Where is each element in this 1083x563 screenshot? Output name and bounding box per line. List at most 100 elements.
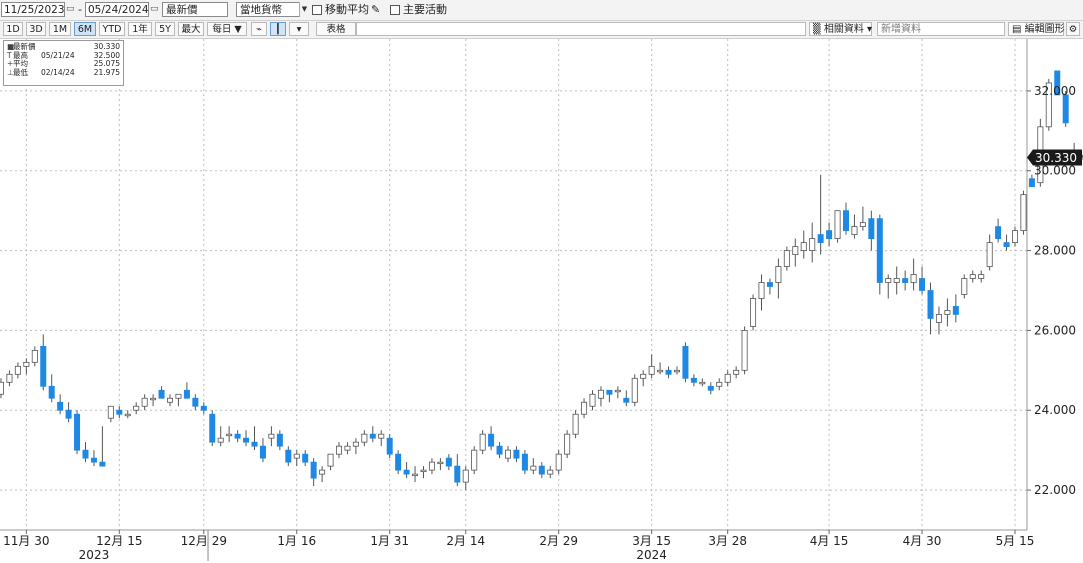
- calendar-icon[interactable]: ▭: [150, 4, 159, 14]
- x-tick-label: 4月 15: [810, 534, 849, 548]
- candle-body: [724, 373, 731, 383]
- calendar-icon[interactable]: ▭: [66, 4, 75, 14]
- candle: [699, 378, 706, 387]
- candle-body: [969, 274, 976, 279]
- line-chart-icon[interactable]: ⌁: [251, 22, 267, 36]
- candle-body: [217, 437, 224, 443]
- gear-icon[interactable]: ⚙: [1066, 22, 1080, 36]
- candle: [166, 394, 173, 407]
- table-button[interactable]: 表格: [316, 22, 356, 36]
- candle: [454, 454, 461, 487]
- candle: [758, 274, 765, 311]
- candle-body: [504, 449, 511, 459]
- range-button-ytd[interactable]: YTD: [99, 22, 125, 36]
- candle-body: [690, 377, 697, 383]
- candle-body: [361, 433, 368, 443]
- events-label: 主要活動: [403, 3, 447, 16]
- candle: [293, 450, 300, 467]
- candle: [74, 410, 81, 455]
- candle-body: [344, 445, 351, 451]
- related-data-dropdown[interactable]: ▒ 相關資料 ▾: [809, 22, 872, 36]
- candle: [158, 386, 165, 399]
- range-button-1m[interactable]: 1M: [49, 22, 71, 36]
- add-data-input[interactable]: 新增資料: [877, 22, 1005, 36]
- range-button-5y[interactable]: 5Y: [155, 22, 175, 36]
- candle-body: [462, 469, 469, 483]
- chevron-down-icon[interactable]: ▼: [299, 2, 309, 17]
- last-price-tag-shape: [1027, 149, 1082, 166]
- candle-body: [775, 266, 782, 283]
- candle-body: [23, 361, 30, 367]
- candle-body: [259, 445, 266, 459]
- candle: [243, 430, 250, 447]
- candle: [631, 374, 638, 407]
- candle-body: [454, 465, 461, 483]
- candle: [344, 442, 351, 455]
- legend-row-average: + 平均 25.075: [7, 60, 120, 69]
- candle-body: [952, 306, 959, 315]
- candle: [335, 442, 342, 459]
- candle: [572, 410, 579, 439]
- candle: [902, 270, 909, 291]
- x-year-label: 2023: [79, 548, 110, 562]
- edit-chart-button[interactable]: ▤ 編輯圖形: [1008, 22, 1065, 36]
- pencil-icon[interactable]: ✎: [371, 3, 381, 16]
- candle-body: [82, 449, 89, 459]
- x-year-label: 2024: [636, 548, 667, 562]
- price-type-dropdown[interactable]: 最新價: [162, 2, 228, 17]
- currency-dropdown[interactable]: 當地貨幣: [236, 2, 300, 17]
- candle-body: [902, 278, 909, 283]
- y-tick-label: 24.000: [1034, 403, 1076, 417]
- range-button-1y[interactable]: 1年: [128, 22, 152, 36]
- chart-type-dropdown-icon[interactable]: ▾: [289, 22, 309, 36]
- candle-body: [319, 469, 326, 475]
- candle: [496, 442, 503, 459]
- legend-low-date: 02/14/24: [41, 67, 75, 77]
- events-checkbox[interactable]: [390, 5, 400, 15]
- candle: [386, 434, 393, 459]
- candle-body: [538, 465, 545, 475]
- edit-chart-label: 編輯圖形: [1024, 24, 1065, 35]
- legend-average-name: 平均: [13, 59, 28, 69]
- candle: [82, 442, 89, 463]
- range-button-6m[interactable]: 6M: [74, 22, 96, 36]
- range-button-3d[interactable]: 3D: [26, 22, 46, 36]
- candle-body: [1020, 194, 1027, 232]
- candle-body: [614, 389, 621, 393]
- end-date-input[interactable]: 05/24/2024: [85, 2, 149, 17]
- candle: [504, 446, 511, 463]
- range-button-1d[interactable]: 1D: [3, 22, 23, 36]
- candlestick-icon[interactable]: ┃: [270, 22, 286, 36]
- candle-body: [817, 234, 824, 243]
- candle: [150, 394, 157, 407]
- candle: [640, 370, 647, 387]
- candle: [395, 450, 402, 475]
- frequency-dropdown[interactable]: 每日 ▼: [207, 22, 247, 36]
- candle: [944, 298, 951, 327]
- candle: [1062, 90, 1069, 127]
- range-button-max[interactable]: 最大: [178, 22, 204, 36]
- candle: [6, 370, 13, 387]
- x-tick-label: 4月 30: [903, 534, 942, 548]
- candle-body: [412, 473, 419, 477]
- candle: [285, 446, 292, 467]
- x-tick-label: 3月 15: [632, 534, 671, 548]
- candle-body: [420, 469, 427, 473]
- candle-body: [479, 433, 486, 451]
- start-date-input[interactable]: 11/25/2023: [1, 2, 65, 17]
- candle: [420, 466, 427, 479]
- candle: [99, 426, 106, 467]
- candle: [200, 402, 207, 415]
- candle-body: [995, 226, 1002, 239]
- candle: [741, 326, 748, 375]
- candle-body: [200, 405, 207, 411]
- candle: [276, 430, 283, 451]
- candle: [302, 450, 309, 467]
- candle-body: [910, 274, 917, 283]
- candle-body: [572, 413, 579, 435]
- moving-average-checkbox[interactable]: [312, 5, 322, 15]
- candle: [986, 234, 993, 271]
- candle-body: [631, 377, 638, 403]
- candle-body: [1003, 242, 1010, 247]
- candle: [682, 342, 689, 383]
